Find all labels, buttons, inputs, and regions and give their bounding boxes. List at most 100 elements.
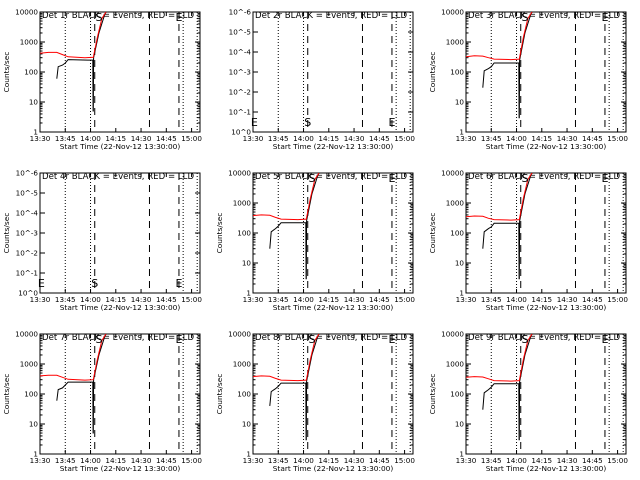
x-tick-label: 14:45 xyxy=(156,456,177,465)
y-tick-label: 10^0 xyxy=(231,128,251,137)
x-tick-label: 14:15 xyxy=(318,456,339,465)
x-tick-label: 14:15 xyxy=(531,134,552,143)
y-tick-label: 1000 xyxy=(20,38,39,47)
events-series-line xyxy=(482,12,533,119)
y-tick-label: 10 xyxy=(29,98,39,107)
y-tick-label: 10000 xyxy=(15,8,38,17)
x-tick-label: 13:30 xyxy=(243,456,264,465)
x-tick-label: 14:30 xyxy=(344,295,365,304)
y-tick-label: 100 xyxy=(24,390,38,399)
x-tick-label: 14:15 xyxy=(531,456,552,465)
x-axis-label: Start Time (22-Nov-12 13:30:00) xyxy=(486,142,607,151)
y-tick-label: 100 xyxy=(237,390,251,399)
y-axis-label: Counts/sec xyxy=(2,52,11,93)
y-tick-label: 10^-1 xyxy=(16,269,38,278)
x-tick-label: 14:45 xyxy=(582,134,603,143)
y-tick-label: 100 xyxy=(237,229,251,238)
x-tick-label: 14:00 xyxy=(506,134,527,143)
x-tick-label: 14:45 xyxy=(582,295,603,304)
plot-frame xyxy=(39,11,201,133)
start-marker: S xyxy=(91,277,98,290)
panel-title: Det 1r BLACK = Events, RED = LLD xyxy=(42,11,194,21)
panel-title: Det 2r BLACK = Events, RED = LLD xyxy=(255,11,407,21)
x-tick-label: 14:45 xyxy=(369,295,390,304)
det-panel-2: Det 2r BLACK = Events, RED = LLD 10^0 10^-… xyxy=(229,8,416,152)
panel-title: Det 6r BLACK = Events, RED = LLD xyxy=(468,172,620,182)
y-axis-label: Counts/sec xyxy=(428,52,437,93)
y-axis-label: Counts/sec xyxy=(428,374,437,415)
end-marker: E xyxy=(251,116,258,129)
start-marker: S xyxy=(521,333,528,346)
start-marker: S xyxy=(308,333,315,346)
end-marker: E xyxy=(175,11,182,24)
x-tick-label: 13:45 xyxy=(481,134,502,143)
x-tick-label: 14:30 xyxy=(557,456,578,465)
lld-series-line xyxy=(466,173,533,221)
y-tick-label: 10^-2 xyxy=(229,88,251,97)
x-axis-label: Start Time (22-Nov-12 13:30:00) xyxy=(273,142,394,151)
y-tick-label: 10000 xyxy=(441,330,464,339)
start-marker: S xyxy=(304,116,311,129)
y-tick-label: 10^-6 xyxy=(229,8,252,17)
panel-title: Det 9r BLACK = Events, RED = LLD xyxy=(468,333,620,343)
y-tick-label: 1 xyxy=(246,450,251,459)
det-panel-3: Det 3r BLACK = Events, RED = LLD 1 10 100 10… xyxy=(428,8,628,152)
x-tick-label: 14:30 xyxy=(131,134,152,143)
x-tick-label: 13:45 xyxy=(268,134,289,143)
y-tick-label: 1 xyxy=(33,128,38,137)
panel-title: Det 5r BLACK = Events, RED = LLD xyxy=(255,172,407,182)
y-tick-label: 10 xyxy=(455,98,465,107)
x-tick-label: 14:45 xyxy=(582,456,603,465)
det-panel-1: Det 1r BLACK = Events, RED = LLD 1 10 100 10… xyxy=(2,8,202,152)
x-tick-label: 15:00 xyxy=(607,295,628,304)
x-tick-label: 14:30 xyxy=(344,134,365,143)
events-series-line xyxy=(482,334,533,441)
x-tick-label: 14:00 xyxy=(80,134,101,143)
end-marker: E xyxy=(388,172,395,185)
y-tick-label: 1000 xyxy=(233,199,252,208)
lld-series-line xyxy=(466,12,533,61)
y-tick-label: 1 xyxy=(33,450,38,459)
x-tick-label: 13:45 xyxy=(55,134,76,143)
end-marker: E xyxy=(388,333,395,346)
y-tick-label: 10000 xyxy=(228,330,251,339)
y-tick-label: 10 xyxy=(242,420,252,429)
y-tick-label: 100 xyxy=(450,390,464,399)
y-tick-label: 10 xyxy=(242,259,252,268)
x-tick-label: 14:30 xyxy=(344,456,365,465)
x-tick-label: 13:30 xyxy=(456,134,477,143)
lld-series-line xyxy=(466,334,533,382)
x-axis-label: Start Time (22-Nov-12 13:30:00) xyxy=(60,303,181,312)
det-panel-4: Det 4r BLACK = Events, RED = LLD 10^0 10^-… xyxy=(2,169,202,313)
det-panel-9: Det 9r BLACK = Events, RED = LLD 1 10 100 10… xyxy=(428,330,628,474)
events-series-line xyxy=(56,334,107,434)
x-tick-label: 13:45 xyxy=(55,295,76,304)
end-marker: E xyxy=(175,277,182,290)
y-tick-label: 10^-3 xyxy=(229,68,251,77)
start-marker: S xyxy=(308,172,315,185)
lld-series-line xyxy=(253,173,320,221)
x-tick-label: 15:00 xyxy=(607,456,628,465)
y-tick-label: 10 xyxy=(455,420,465,429)
x-tick-label: 14:00 xyxy=(293,295,314,304)
x-tick-label: 14:45 xyxy=(369,456,390,465)
plot-frame xyxy=(465,172,627,294)
y-tick-label: 100 xyxy=(450,229,464,238)
y-tick-label: 1 xyxy=(246,289,251,298)
plot-frame xyxy=(39,172,201,294)
panel-title: Det 3r BLACK = Events, RED = LLD xyxy=(468,11,620,21)
end-marker: E xyxy=(175,333,182,346)
y-tick-label: 10^-5 xyxy=(229,28,251,37)
start-marker: S xyxy=(521,172,528,185)
x-tick-label: 13:30 xyxy=(456,456,477,465)
y-tick-label: 1 xyxy=(459,289,464,298)
y-tick-label: 10000 xyxy=(15,330,38,339)
y-tick-label: 1000 xyxy=(20,360,39,369)
y-tick-label: 1 xyxy=(459,450,464,459)
y-tick-label: 10^0 xyxy=(18,289,38,298)
y-tick-label: 1000 xyxy=(446,199,465,208)
start-marker: S xyxy=(95,333,102,346)
x-axis-label: Start Time (22-Nov-12 13:30:00) xyxy=(60,142,181,151)
x-tick-label: 14:30 xyxy=(131,295,152,304)
